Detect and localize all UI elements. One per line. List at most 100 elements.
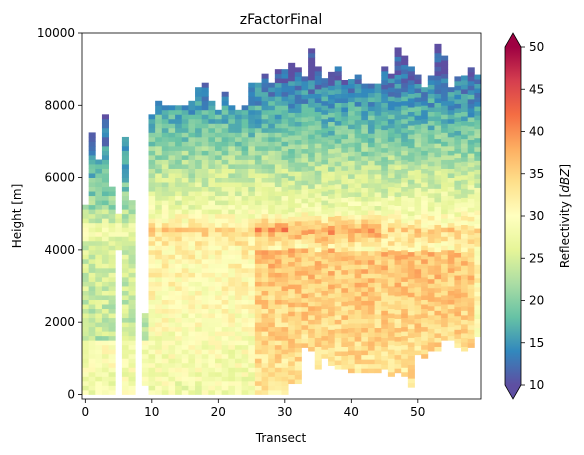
heatmap-cell	[148, 245, 156, 251]
heatmap-cell	[208, 281, 216, 287]
heatmap-cell	[367, 142, 375, 148]
heatmap-cell	[181, 367, 189, 373]
heatmap-cell	[421, 96, 429, 102]
heatmap-cell	[447, 313, 455, 319]
heatmap-cell	[367, 164, 375, 170]
heatmap-cell	[88, 245, 96, 251]
heatmap-cell	[441, 195, 449, 201]
heatmap-cell	[254, 254, 262, 260]
heatmap-cell	[454, 89, 462, 95]
heatmap-cell	[82, 344, 90, 350]
heatmap-cell	[208, 371, 216, 377]
heatmap-cell	[301, 166, 309, 172]
heatmap-cell	[161, 295, 169, 300]
heatmap-cell	[161, 150, 169, 156]
heatmap-cell	[175, 340, 183, 346]
heatmap-cell	[381, 79, 389, 85]
heatmap-cell	[441, 145, 449, 151]
heatmap-cell	[208, 132, 216, 138]
heatmap-cell	[254, 281, 262, 287]
heatmap-cell	[168, 173, 176, 178]
heatmap-cell	[121, 150, 129, 156]
heatmap-cell	[401, 349, 409, 355]
colorbar-tick-label: 35	[529, 167, 544, 181]
heatmap-cell	[108, 227, 116, 233]
heatmap-cell	[328, 306, 336, 312]
heatmap-cell	[434, 61, 442, 67]
x-tick-label: 20	[211, 405, 226, 419]
heatmap-cell	[128, 227, 136, 233]
heatmap-cell	[427, 79, 435, 85]
heatmap-cell	[394, 97, 402, 103]
heatmap-cell	[474, 228, 481, 234]
heatmap-cell	[401, 150, 409, 156]
heatmap-cell	[181, 335, 189, 341]
colorbar-tick-label: 25	[529, 251, 544, 265]
heatmap-cell	[447, 231, 455, 237]
heatmap-cell	[454, 315, 462, 321]
heatmap-cell	[234, 353, 242, 359]
heatmap-cell	[168, 254, 176, 260]
heatmap-cell	[407, 93, 415, 99]
heatmap-cell	[381, 224, 389, 230]
heatmap-cell	[234, 204, 242, 210]
heatmap-cell	[268, 290, 276, 296]
heatmap-cell	[308, 292, 316, 298]
heatmap-cell	[294, 270, 302, 276]
heatmap-cell	[288, 144, 296, 150]
heatmap-cell	[407, 251, 415, 257]
heatmap-cell	[394, 106, 402, 112]
heatmap-cell	[281, 123, 289, 129]
heatmap-cell	[421, 87, 429, 93]
heatmap-cell	[407, 125, 415, 131]
heatmap-cell	[121, 136, 129, 142]
heatmap-cell	[201, 159, 209, 165]
heatmap-cell	[381, 84, 389, 90]
heatmap-cell	[454, 189, 462, 195]
heatmap-cell	[201, 254, 209, 260]
heatmap-cell	[115, 222, 123, 228]
heatmap-cell	[394, 196, 402, 202]
heatmap-cell	[301, 338, 309, 344]
heatmap-cell	[274, 191, 282, 197]
heatmap-cell	[461, 274, 469, 280]
heatmap-cell	[461, 79, 469, 85]
heatmap-cell	[354, 309, 362, 315]
heatmap-cell	[168, 308, 176, 314]
heatmap-cell	[361, 201, 369, 207]
heatmap-cell	[381, 116, 389, 122]
heatmap-cell	[354, 196, 362, 202]
heatmap-cell	[188, 308, 196, 314]
heatmap-cell	[314, 364, 322, 370]
heatmap-cell	[148, 326, 156, 332]
heatmap-cell	[321, 168, 329, 174]
heatmap-cell	[281, 231, 289, 237]
heatmap-cell	[155, 358, 163, 364]
heatmap-cell	[268, 173, 276, 178]
heatmap-cell	[228, 272, 236, 278]
heatmap-cell	[367, 228, 375, 234]
heatmap-cell	[414, 291, 422, 297]
heatmap-cell	[221, 290, 229, 296]
heatmap-cell	[394, 332, 402, 338]
heatmap-cell	[361, 142, 369, 148]
heatmap-cell	[221, 317, 229, 323]
heatmap-cell	[361, 368, 369, 374]
heatmap-cell	[407, 206, 415, 212]
heatmap-cell	[401, 308, 409, 314]
heatmap-cell	[248, 380, 256, 386]
heatmap-cell	[381, 197, 389, 203]
heatmap-cell	[341, 125, 349, 131]
heatmap-cell	[161, 277, 169, 282]
heatmap-cell	[241, 263, 249, 269]
heatmap-cell	[175, 155, 183, 160]
heatmap-cell	[195, 127, 203, 133]
heatmap-cell	[208, 186, 216, 192]
heatmap-cell	[328, 184, 336, 190]
heatmap-cell	[141, 358, 149, 364]
heatmap-cell	[421, 200, 429, 206]
heatmap-cell	[248, 155, 256, 160]
heatmap-cell	[161, 173, 169, 178]
heatmap-cell	[248, 182, 256, 188]
